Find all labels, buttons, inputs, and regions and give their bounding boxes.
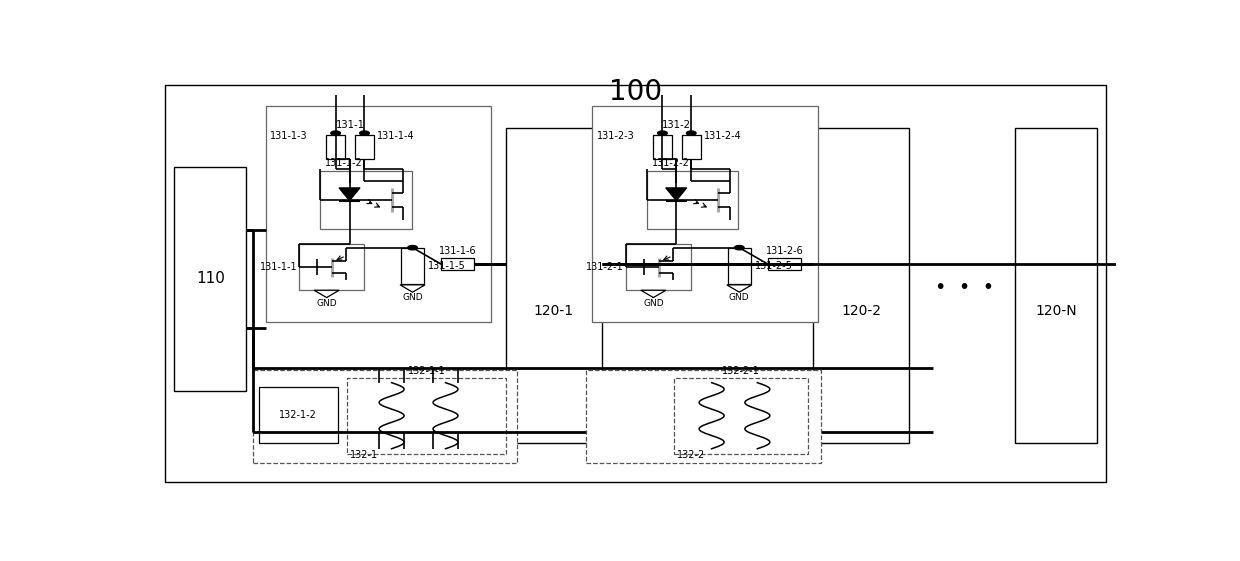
Text: 131-2-6: 131-2-6: [765, 246, 804, 256]
Text: 100: 100: [609, 78, 662, 106]
Text: 131-1-5: 131-1-5: [428, 261, 466, 271]
Polygon shape: [314, 290, 339, 297]
Bar: [320, 171, 412, 229]
Text: 131-2: 131-2: [662, 120, 692, 130]
Bar: [647, 171, 738, 229]
Bar: [253, 370, 517, 463]
Text: 131-2-4: 131-2-4: [704, 131, 742, 141]
Text: 132-1: 132-1: [350, 450, 378, 460]
Circle shape: [360, 131, 370, 135]
Bar: [675, 378, 808, 454]
Text: 132-1-2: 132-1-2: [279, 410, 317, 420]
Polygon shape: [339, 188, 360, 201]
Bar: [355, 135, 374, 159]
Text: 120-2: 120-2: [841, 304, 882, 318]
Text: 131-2-1: 131-2-1: [587, 262, 624, 272]
Bar: [326, 135, 345, 159]
Bar: [652, 135, 672, 159]
Text: GND: GND: [316, 299, 337, 308]
Bar: [506, 128, 601, 443]
Text: •  •  •: • • •: [935, 278, 994, 297]
Bar: [299, 245, 365, 290]
Bar: [585, 370, 821, 463]
Polygon shape: [666, 188, 687, 201]
Text: 131-2-3: 131-2-3: [596, 131, 635, 141]
Bar: [174, 167, 247, 392]
Text: 132-2: 132-2: [677, 450, 706, 460]
Bar: [593, 106, 818, 322]
Bar: [1016, 128, 1096, 443]
Circle shape: [408, 246, 418, 250]
Text: 131-1: 131-1: [336, 120, 365, 130]
Text: 120-N: 120-N: [1035, 304, 1076, 318]
Text: 131-2-5: 131-2-5: [755, 261, 792, 271]
Polygon shape: [401, 285, 425, 292]
Circle shape: [734, 246, 744, 250]
Bar: [682, 135, 701, 159]
Bar: [259, 387, 337, 443]
Text: 131-1-3: 131-1-3: [270, 131, 308, 141]
Text: 131-1-6: 131-1-6: [439, 246, 476, 256]
Polygon shape: [727, 285, 751, 292]
Text: 131-2-2: 131-2-2: [652, 158, 689, 168]
Bar: [347, 378, 506, 454]
Bar: [626, 245, 691, 290]
Bar: [401, 247, 424, 284]
Circle shape: [687, 131, 696, 135]
Bar: [265, 106, 491, 322]
Text: 131-1-1: 131-1-1: [259, 262, 298, 272]
Text: GND: GND: [402, 293, 423, 302]
Text: GND: GND: [644, 299, 663, 308]
Text: 132-2-1: 132-2-1: [722, 366, 760, 376]
Text: 131-1-2: 131-1-2: [325, 158, 363, 168]
Text: 132-1-1: 132-1-1: [408, 366, 445, 376]
Bar: [441, 258, 474, 270]
Circle shape: [657, 131, 667, 135]
Bar: [813, 128, 909, 443]
Bar: [768, 258, 801, 270]
Text: 120-1: 120-1: [533, 304, 574, 318]
Text: 110: 110: [196, 272, 224, 287]
Circle shape: [331, 131, 341, 135]
Bar: [728, 247, 751, 284]
Text: GND: GND: [729, 293, 750, 302]
Text: 131-1-4: 131-1-4: [377, 131, 414, 141]
Polygon shape: [641, 290, 666, 297]
